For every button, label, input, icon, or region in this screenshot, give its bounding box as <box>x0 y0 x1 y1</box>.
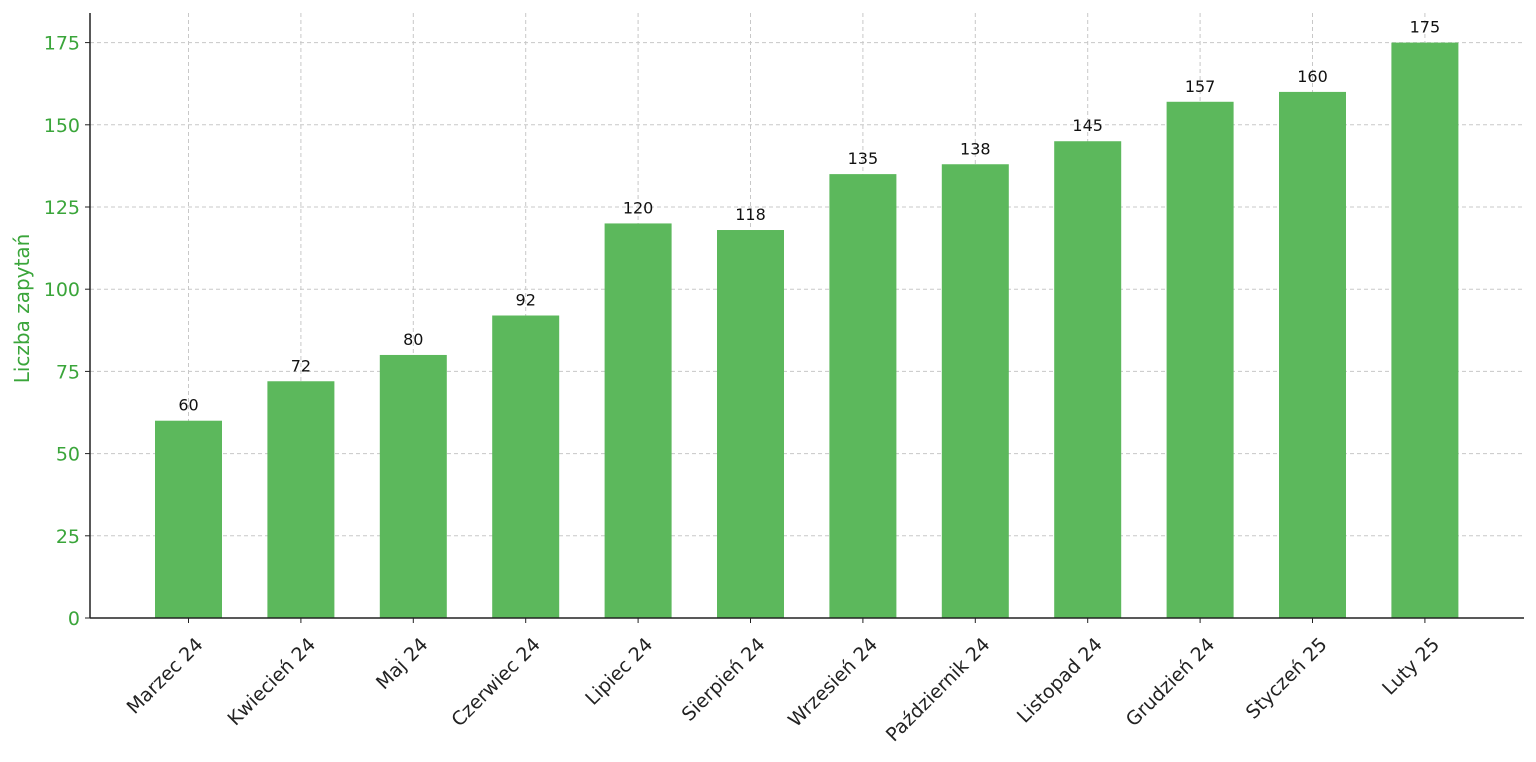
bar <box>941 164 1009 618</box>
x-tick-label: Maj 24 <box>372 634 432 694</box>
bar <box>1391 42 1459 618</box>
bar <box>1166 101 1234 619</box>
y-tick-label: 150 <box>44 115 80 137</box>
y-tick-label: 100 <box>44 279 80 301</box>
y-tick-label: 0 <box>68 608 80 630</box>
bar <box>1054 141 1122 618</box>
bar <box>604 223 672 618</box>
x-tick-label: Wrzesień 24 <box>784 634 882 732</box>
bar-value-label: 120 <box>623 198 654 217</box>
x-tick-label: Grudzień 24 <box>1122 634 1219 731</box>
bar-value-label: 157 <box>1185 77 1216 96</box>
bar-value-label: 72 <box>291 356 311 375</box>
bar <box>829 174 897 618</box>
bar <box>267 381 335 618</box>
y-tick-label: 25 <box>56 526 80 548</box>
axes <box>85 13 1524 623</box>
y-tick-label: 50 <box>56 444 80 466</box>
y-tick-label: 125 <box>44 197 80 219</box>
y-tick-labels: 0 25 50 75 100 125 150 175 <box>44 33 80 630</box>
bar-value-label: 160 <box>1297 67 1328 86</box>
x-tick-label: Styczeń 25 <box>1242 634 1332 724</box>
bar <box>379 354 447 618</box>
x-tick-label: Październik 24 <box>882 634 995 747</box>
bar-value-label: 92 <box>516 291 536 310</box>
bar-value-label: 175 <box>1410 18 1441 37</box>
bar-value-label: 135 <box>848 149 879 168</box>
x-tick-label: Sierpień 24 <box>678 634 770 726</box>
x-tick-label: Luty 25 <box>1378 634 1444 700</box>
bar <box>155 420 222 618</box>
bar <box>492 315 560 618</box>
x-tick-label: Listopad 24 <box>1013 634 1107 728</box>
x-tick-labels: Marzec 24 Kwiecień 24 Maj 24 Czerwiec 24 Lip… <box>123 634 1444 747</box>
bars <box>155 42 1459 619</box>
bar-value-label: 118 <box>735 205 766 224</box>
bar-value-label: 138 <box>960 139 991 158</box>
bar-value-label: 145 <box>1072 116 1103 135</box>
x-tick-label: Lipiec 24 <box>581 634 657 710</box>
bar <box>717 230 784 618</box>
data-labels: 60 72 80 92 120 118 135 138 145 157 160 175 <box>178 18 1440 415</box>
x-tick-label: Marzec 24 <box>123 634 208 719</box>
x-tick-label: Czerwiec 24 <box>447 634 545 732</box>
x-tick-label: Kwiecień 24 <box>223 634 320 731</box>
bar <box>1279 91 1346 619</box>
y-axis-title: Liczba zapytań <box>10 234 34 384</box>
bar-value-label: 60 <box>178 396 198 415</box>
y-tick-label: 75 <box>56 361 80 383</box>
y-tick-label: 175 <box>44 33 80 55</box>
bar-value-label: 80 <box>403 330 423 349</box>
